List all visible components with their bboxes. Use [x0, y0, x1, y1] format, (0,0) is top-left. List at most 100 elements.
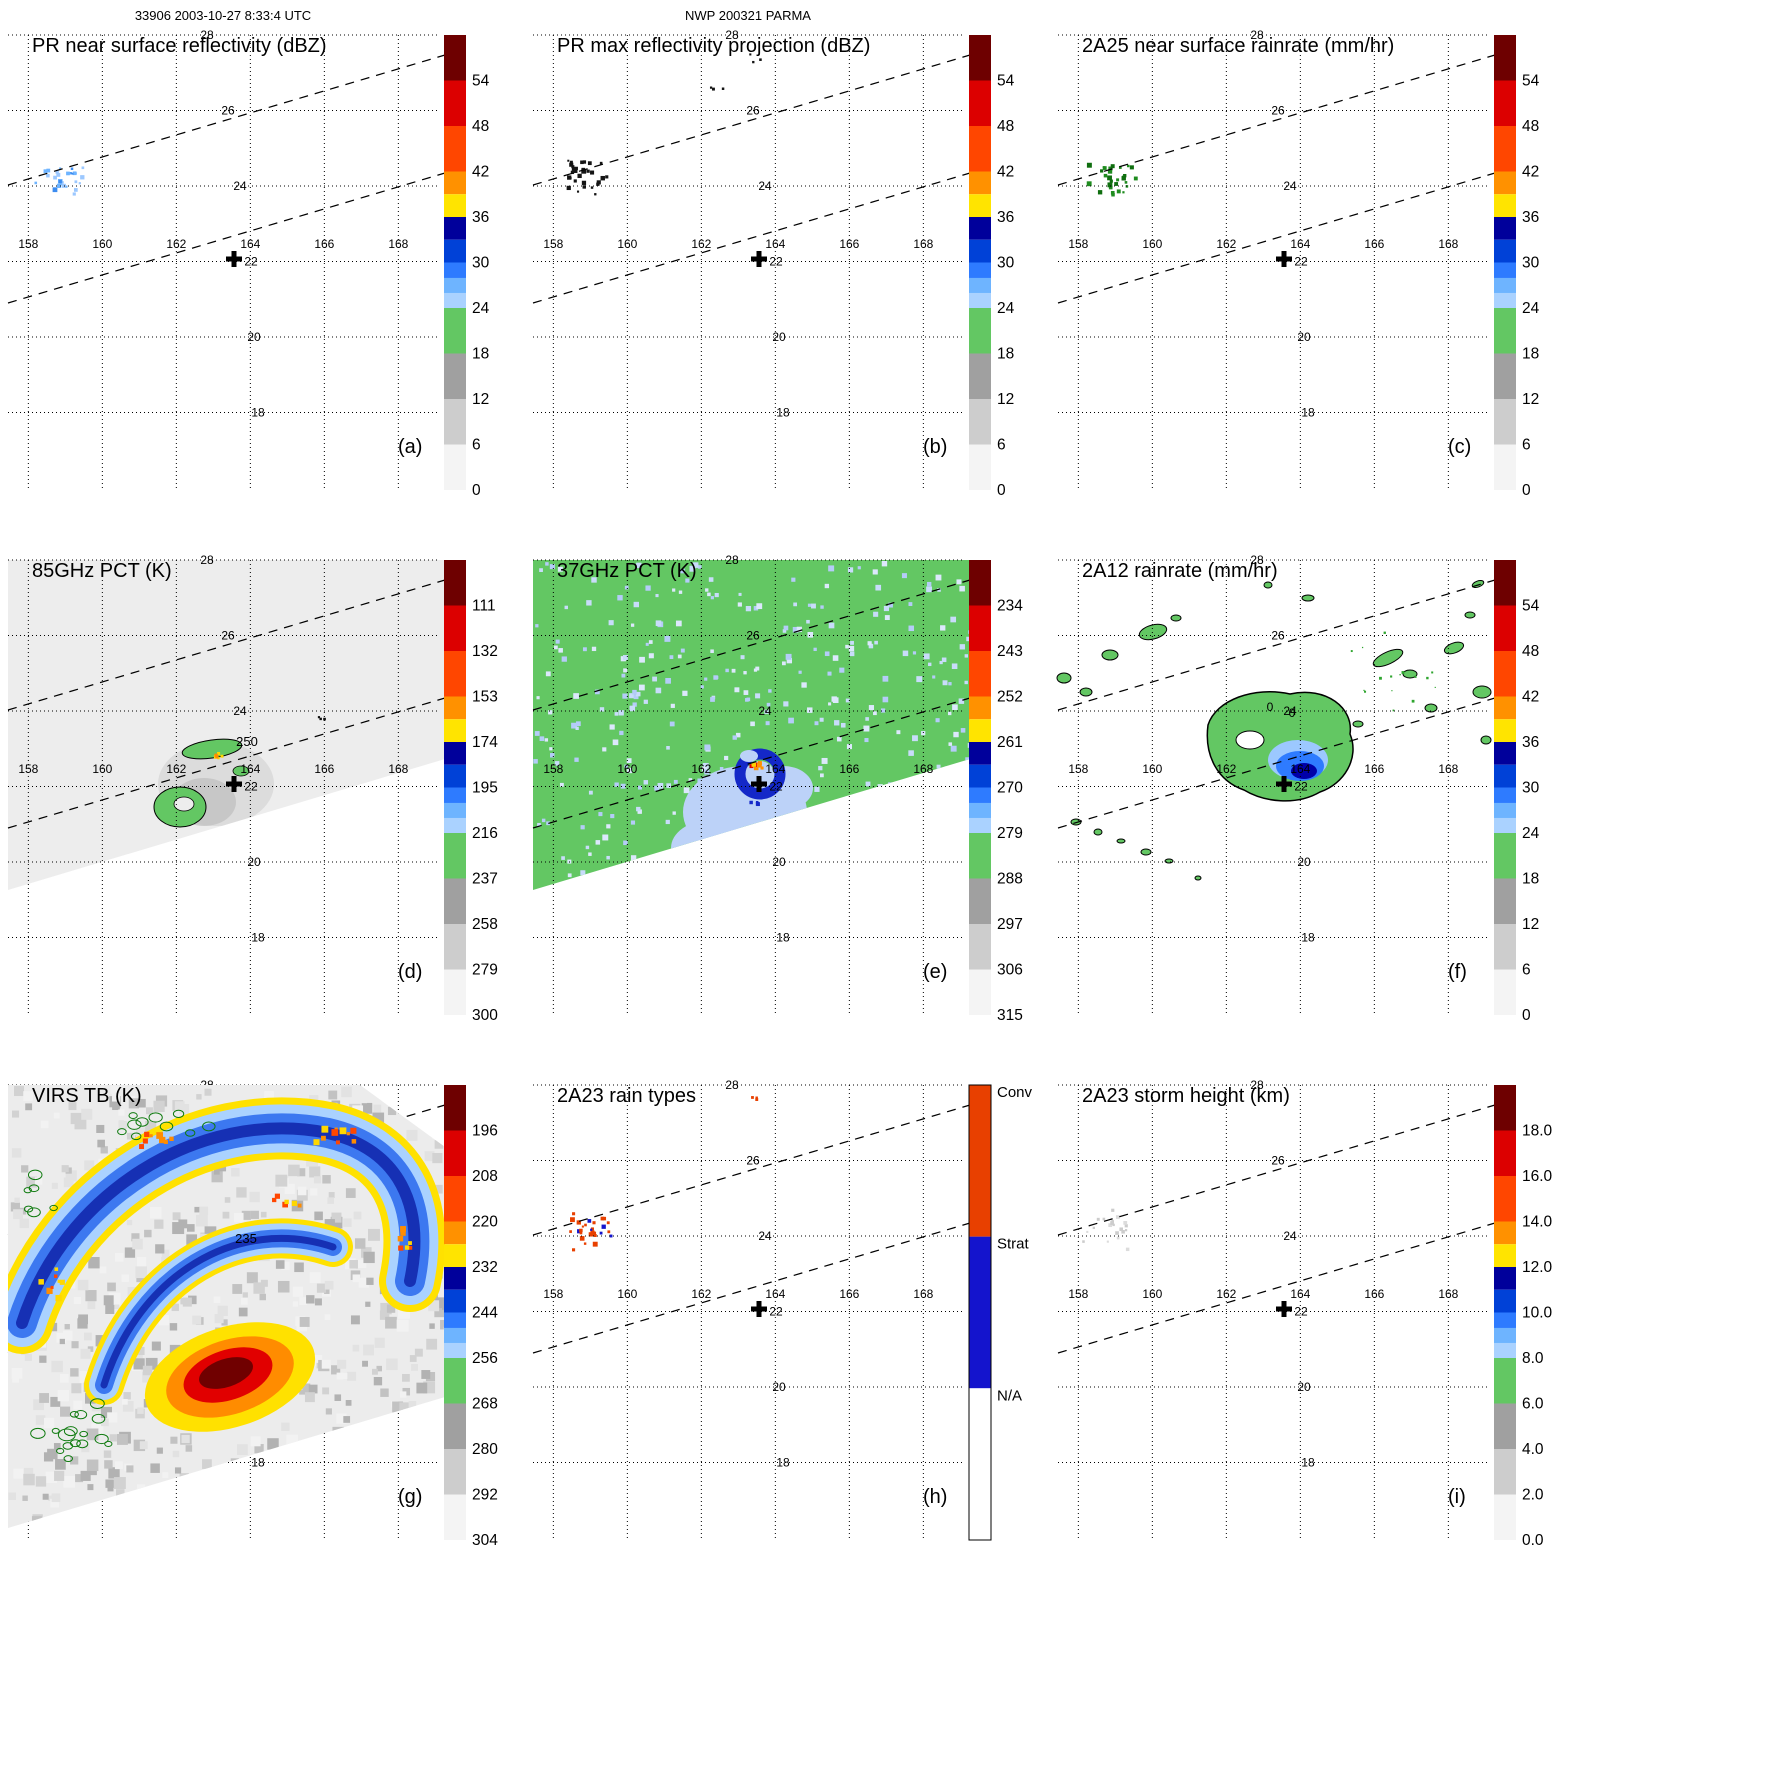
lat-tick-label: 22 [769, 780, 783, 794]
colorbar-segment [1494, 35, 1516, 81]
colorbar-tick-label: 279 [997, 825, 1023, 842]
data-speckles [397, 1226, 413, 1251]
lon-tick-label: 158 [1068, 237, 1088, 251]
lat-tick-label: 22 [769, 255, 783, 269]
colorbar-segment [1494, 696, 1516, 720]
panel-letter: (b) [923, 436, 947, 458]
colorbar-tick-label: 0 [1522, 482, 1531, 499]
data-blob [232, 765, 250, 777]
panel-title: 2A23 rain types [557, 1085, 696, 1107]
lat-tick-label: 24 [758, 704, 772, 718]
colorbar-segment [444, 1221, 466, 1245]
colorbar-segment [1494, 171, 1516, 195]
panel-overlay-layer: 158 160 162 164 166 168 28 26 24 22 20 18 [1057, 553, 1496, 1015]
data-blob [1263, 581, 1273, 589]
storm-title: NWP 200321 PARMA [685, 8, 811, 23]
data-speckles [317, 716, 326, 721]
lon-tick-label: 162 [166, 237, 186, 251]
colorbar-segment [1494, 217, 1516, 240]
data-blob [173, 796, 195, 812]
lat-tick-label: 26 [221, 629, 235, 643]
lon-tick-label: 164 [765, 1287, 785, 1301]
colorbar-segment [1494, 742, 1516, 765]
lon-tick-label: 168 [1438, 1287, 1458, 1301]
colorbar: 54 48 42 36 30 24 18 12 6 0 [1494, 560, 1540, 1024]
colorbar-segment [444, 1176, 466, 1222]
colorbar-tick-label: 2.0 [1522, 1487, 1544, 1504]
panel-letter: (g) [398, 1486, 422, 1508]
colorbar-segment [969, 399, 991, 445]
colorbar-segment [969, 353, 991, 399]
lat-tick-label: 28 [725, 553, 739, 567]
colorbar-tick-label: 292 [472, 1487, 498, 1504]
colorbar-segment [969, 262, 991, 278]
lat-tick-label: 28 [200, 28, 214, 42]
lon-tick-label: 160 [92, 762, 112, 776]
lon-tick-label: 164 [1290, 237, 1310, 251]
lon-tick-label: 166 [1364, 1287, 1384, 1301]
lon-tick-label: 162 [691, 237, 711, 251]
lat-tick-label: 26 [1271, 629, 1285, 643]
colorbar-tick-label: 270 [997, 780, 1023, 797]
colorbar-tick-label: 306 [997, 962, 1023, 979]
data-speckles [751, 1096, 759, 1101]
lat-tick-label: 24 [758, 1229, 772, 1243]
panel-c: 158 160 162 164 166 168 28 26 24 22 20 18 2A25 near … [1057, 28, 1540, 499]
swath-edge-line [7, 54, 446, 186]
colorbar-segment [1494, 605, 1516, 651]
colorbar-segment [444, 1085, 466, 1131]
lon-tick-label: 166 [314, 762, 334, 776]
panel-overlay-layer: 158 160 162 164 166 168 28 26 24 22 20 18 [7, 28, 446, 490]
colorbar: Conv Strat N/A [968, 1084, 1033, 1541]
colorbar-segment [969, 719, 991, 742]
panel-letter: (d) [398, 961, 422, 983]
colorbar-segment [969, 171, 991, 195]
panel-letter: (i) [1448, 1486, 1466, 1508]
data-speckles [34, 166, 85, 196]
data-blob [1079, 687, 1093, 697]
panel-data-layer [1086, 162, 1138, 197]
lat-tick-label: 28 [200, 553, 214, 567]
colorbar-segment [444, 277, 466, 293]
lon-tick-label: 168 [913, 237, 933, 251]
data-blob [1443, 641, 1465, 655]
colorbar: 54 48 42 36 30 24 18 12 6 0 [1494, 35, 1540, 499]
colorbar-tick-label: 18 [997, 346, 1014, 363]
lon-tick-label: 164 [765, 237, 785, 251]
panel-title: PR near surface reflectivity (dBZ) [32, 35, 327, 57]
data-speckles [313, 1125, 357, 1146]
data-speckles [1086, 162, 1138, 197]
colorbar-segment [444, 1130, 466, 1176]
lat-tick-label: 18 [1301, 406, 1315, 420]
data-speckles [38, 1267, 65, 1302]
colorbar-tick-label: 48 [472, 118, 489, 135]
panel-b: 158 160 162 164 166 168 28 26 24 22 20 18 PR max ref… [532, 28, 1015, 499]
colorbar-segment [969, 1388, 991, 1540]
colorbar-segment [969, 787, 991, 803]
colorbar-segment [1494, 444, 1516, 490]
colorbar-tick-label: 36 [997, 209, 1014, 226]
colorbar-tick-label: 18 [1522, 346, 1539, 363]
lat-tick-label: 22 [244, 780, 258, 794]
colorbar-tick-label: 0 [997, 482, 1006, 499]
swath-edge-line [1057, 697, 1496, 829]
lat-tick-label: 26 [1271, 104, 1285, 118]
lon-tick-label: 158 [543, 237, 563, 251]
lat-tick-label: 18 [251, 406, 265, 420]
colorbar-segment [1494, 878, 1516, 924]
data-blob [671, 820, 751, 876]
colorbar-segment [1494, 787, 1516, 803]
lon-tick-label: 158 [18, 762, 38, 776]
lat-tick-label: 18 [776, 931, 790, 945]
colorbar-segment [444, 194, 466, 217]
panel-overlay-layer: 158 160 162 164 166 168 28 26 24 22 20 18 [532, 28, 971, 490]
colorbar-tick-label: 243 [997, 643, 1023, 660]
lon-tick-label: 158 [18, 237, 38, 251]
colorbar-tick-label: 24 [1522, 300, 1540, 317]
colorbar-segment [444, 787, 466, 803]
data-speckles [23, 1169, 58, 1218]
lon-tick-label: 162 [166, 762, 186, 776]
panel-data-layer: 250 [8, 560, 445, 890]
colorbar-segment [1494, 719, 1516, 742]
colorbar-segment [1494, 308, 1516, 354]
